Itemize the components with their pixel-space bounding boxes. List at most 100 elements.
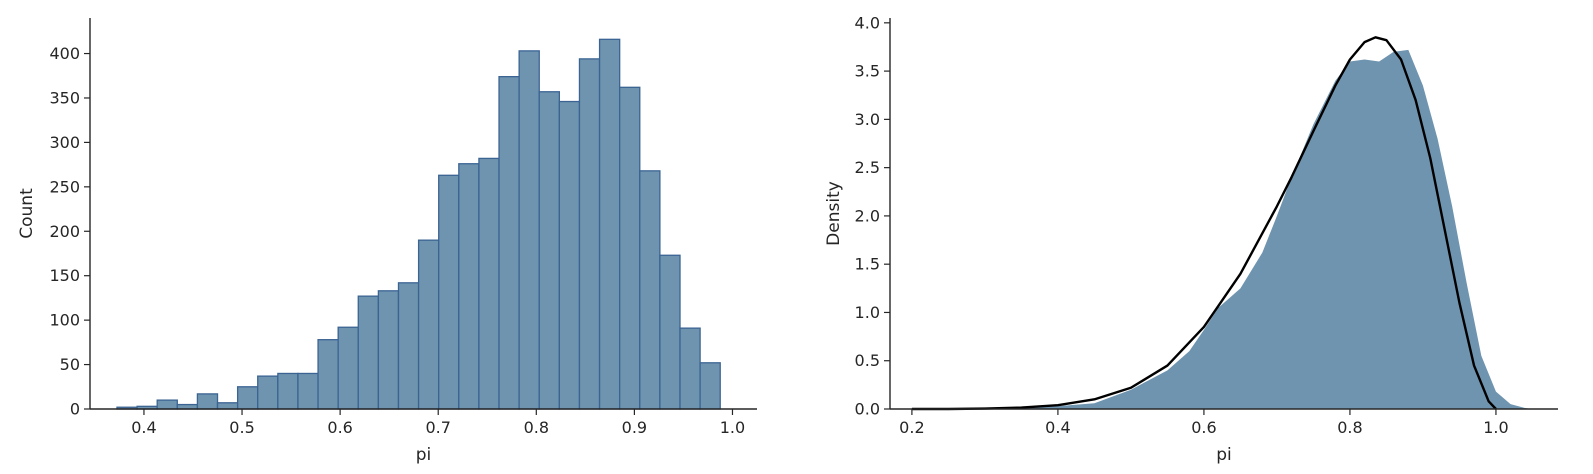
y-tick-label: 250 [49, 177, 80, 196]
x-tick-label: 0.8 [1337, 418, 1362, 437]
histogram-bar [156, 399, 178, 410]
density-x-ticks: 0.2 0.4 0.6 0.8 1.0 [899, 409, 1509, 437]
y-tick-label: 1.0 [855, 303, 880, 322]
y-tick: 2.5 [855, 158, 890, 177]
y-tick: 50 [60, 355, 90, 374]
x-tick: 0.8 [1337, 409, 1363, 437]
histogram-bar [216, 402, 239, 410]
histogram-bar [538, 91, 561, 410]
histogram-bar [236, 386, 259, 410]
histogram-bar [196, 393, 219, 410]
histogram-bar [578, 58, 601, 410]
y-tick: 3.0 [855, 110, 890, 129]
y-tick-label: 50 [60, 355, 80, 374]
y-tick-label: 200 [49, 222, 80, 241]
y-tick-label: 150 [49, 266, 80, 285]
x-tick: 0.5 [229, 409, 255, 437]
y-tick: 150 [49, 266, 90, 285]
histogram-bar [558, 100, 581, 410]
y-tick-label: 1.5 [855, 255, 880, 274]
y-tick-label: 3.0 [855, 110, 880, 129]
histogram-bar [639, 170, 661, 410]
histogram-bar [337, 326, 359, 410]
histogram-panel: 0.4 0.5 0.6 0.7 0.8 0.9 1.0 0 50 100 150 200 250 300… [17, 18, 757, 465]
x-tick-label: 0.4 [1045, 418, 1070, 437]
y-tick-label: 400 [49, 44, 80, 63]
y-tick: 2.0 [855, 206, 890, 225]
y-tick-label: 100 [49, 311, 80, 330]
density-panel: 0.2 0.4 0.6 0.8 1.0 0.0 0.5 1.0 1.5 2.0 2.5 3.0 3.5… [824, 13, 1558, 465]
density-x-axis-label: pi [1216, 445, 1232, 465]
histogram-bars [116, 38, 721, 410]
histogram-bar [277, 372, 299, 410]
histogram-bar [317, 339, 339, 410]
x-tick-label: 0.7 [425, 418, 450, 437]
histogram-bar [619, 86, 641, 410]
y-tick-label: 0.0 [855, 400, 880, 419]
histogram-bar [438, 174, 460, 410]
x-tick-label: 1.0 [1483, 418, 1508, 437]
x-tick-label: 0.9 [622, 418, 647, 437]
y-tick: 350 [49, 88, 90, 107]
histogram-bar [257, 375, 279, 410]
density-marks [911, 36, 1533, 411]
y-tick: 0 [70, 400, 90, 419]
x-tick-label: 0.6 [1191, 418, 1216, 437]
y-tick: 250 [49, 177, 90, 196]
histogram-x-ticks: 0.4 0.5 0.6 0.7 0.8 0.9 1.0 [131, 409, 745, 437]
histogram-bar [297, 372, 319, 410]
y-tick: 0.0 [855, 400, 890, 419]
y-tick: 4.0 [855, 13, 890, 32]
y-tick: 200 [49, 222, 90, 241]
histogram-x-axis-label: pi [416, 445, 432, 465]
y-tick: 400 [49, 44, 90, 63]
y-tick-label: 4.0 [855, 13, 880, 32]
fitted-curve [911, 36, 1497, 411]
x-tick-label: 0.6 [327, 418, 352, 437]
histogram-bar [679, 327, 701, 410]
x-tick: 0.8 [524, 409, 549, 437]
y-tick-label: 300 [49, 133, 80, 152]
x-tick: 1.0 [1483, 409, 1509, 437]
x-tick: 0.6 [327, 409, 353, 437]
x-tick: 0.4 [131, 409, 157, 437]
y-tick-label: 2.5 [855, 158, 880, 177]
x-tick: 0.7 [425, 409, 451, 437]
y-tick: 0.5 [855, 351, 890, 370]
y-tick: 3.5 [855, 62, 890, 81]
histogram-bar [458, 163, 480, 410]
y-tick-label: 0 [70, 400, 80, 419]
y-tick-label: 3.5 [855, 62, 880, 81]
histogram-y-axis-label: Count [17, 188, 37, 239]
histogram-bar [417, 239, 440, 410]
y-tick-label: 350 [49, 88, 80, 107]
histogram-y-ticks: 0 50 100 150 200 250 300 350 400 [49, 44, 90, 419]
x-tick-label: 0.5 [229, 418, 254, 437]
density-fill [911, 49, 1533, 410]
x-tick-label: 0.4 [131, 418, 156, 437]
x-tick: 0.6 [1191, 409, 1217, 437]
histogram-bar [478, 157, 500, 410]
x-tick-label: 1.0 [720, 418, 745, 437]
x-tick-label: 0.2 [899, 418, 924, 437]
y-tick-label: 2.0 [855, 206, 880, 225]
y-tick: 100 [49, 311, 90, 330]
density-y-ticks: 0.0 0.5 1.0 1.5 2.0 2.5 3.0 3.5 4.0 [855, 13, 890, 419]
histogram-bar [518, 50, 540, 410]
x-tick: 0.2 [899, 409, 925, 437]
histogram-bar [397, 282, 420, 410]
x-tick-label: 0.8 [524, 418, 549, 437]
histogram-bar [357, 295, 380, 410]
x-tick: 0.4 [1045, 409, 1071, 437]
histogram-bar [498, 76, 520, 410]
y-tick: 1.5 [855, 255, 890, 274]
histogram-bar [699, 362, 721, 410]
y-tick-label: 0.5 [855, 351, 880, 370]
histogram-bar [598, 38, 621, 410]
x-tick: 1.0 [720, 409, 745, 437]
y-tick: 300 [49, 133, 90, 152]
histogram-bar [659, 254, 681, 410]
histogram-bar [377, 290, 400, 410]
density-y-axis-label: Density [824, 181, 844, 246]
